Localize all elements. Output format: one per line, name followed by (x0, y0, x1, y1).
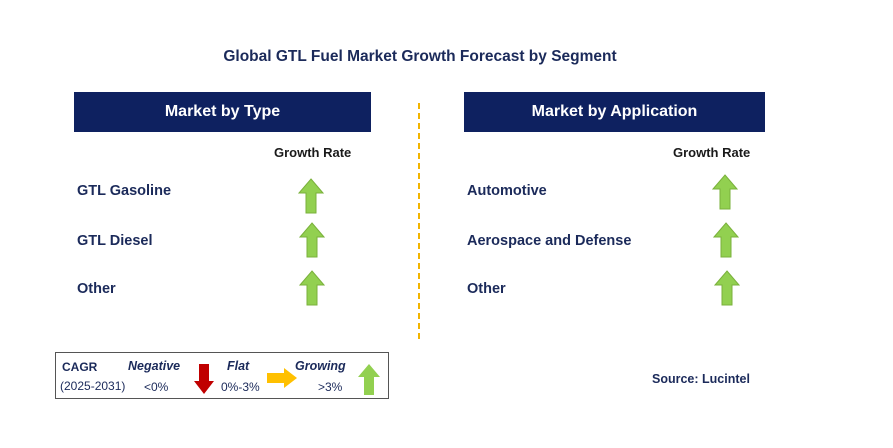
row-label-aerospace-defense: Aerospace and Defense (467, 233, 632, 249)
legend-flat-label: Flat (227, 359, 250, 373)
row-label-other-application: Other (467, 281, 506, 297)
arrow-right-icon (267, 368, 297, 388)
panel-divider (418, 103, 420, 339)
legend-period: (2025-2031) (60, 379, 126, 393)
panel-header-type: Market by Type (74, 92, 371, 132)
growth-rate-header-application: Growth Rate (673, 145, 751, 160)
arrow-up-icon (713, 222, 739, 258)
row-label-automotive: Automotive (467, 183, 547, 199)
arrow-down-icon (194, 364, 214, 394)
arrow-up-icon (298, 178, 324, 214)
legend-negative-range: <0% (144, 380, 169, 394)
arrow-up-icon (358, 364, 380, 395)
row-label-gtl-diesel: GTL Diesel (77, 233, 153, 249)
legend-negative-label: Negative (128, 359, 181, 373)
arrow-up-icon (714, 270, 740, 306)
cagr-legend: CAGR (2025-2031) Negative <0% Flat 0%-3%… (55, 352, 389, 399)
legend-growing-label: Growing (295, 359, 346, 373)
legend-growing-range: >3% (318, 380, 343, 394)
row-label-gtl-gasoline: GTL Gasoline (77, 183, 172, 199)
chart-title: Global GTL Fuel Market Growth Forecast b… (223, 48, 617, 65)
row-label-other-type: Other (77, 281, 116, 297)
arrow-up-icon (299, 222, 325, 258)
panel-header-application: Market by Application (464, 92, 765, 132)
arrow-up-icon (712, 174, 738, 210)
growth-rate-header-type: Growth Rate (274, 145, 352, 160)
legend-cagr-label: CAGR (62, 360, 98, 374)
legend-flat-range: 0%-3% (221, 380, 260, 394)
arrow-up-icon (299, 270, 325, 306)
source-note: Source: Lucintel (652, 372, 750, 386)
